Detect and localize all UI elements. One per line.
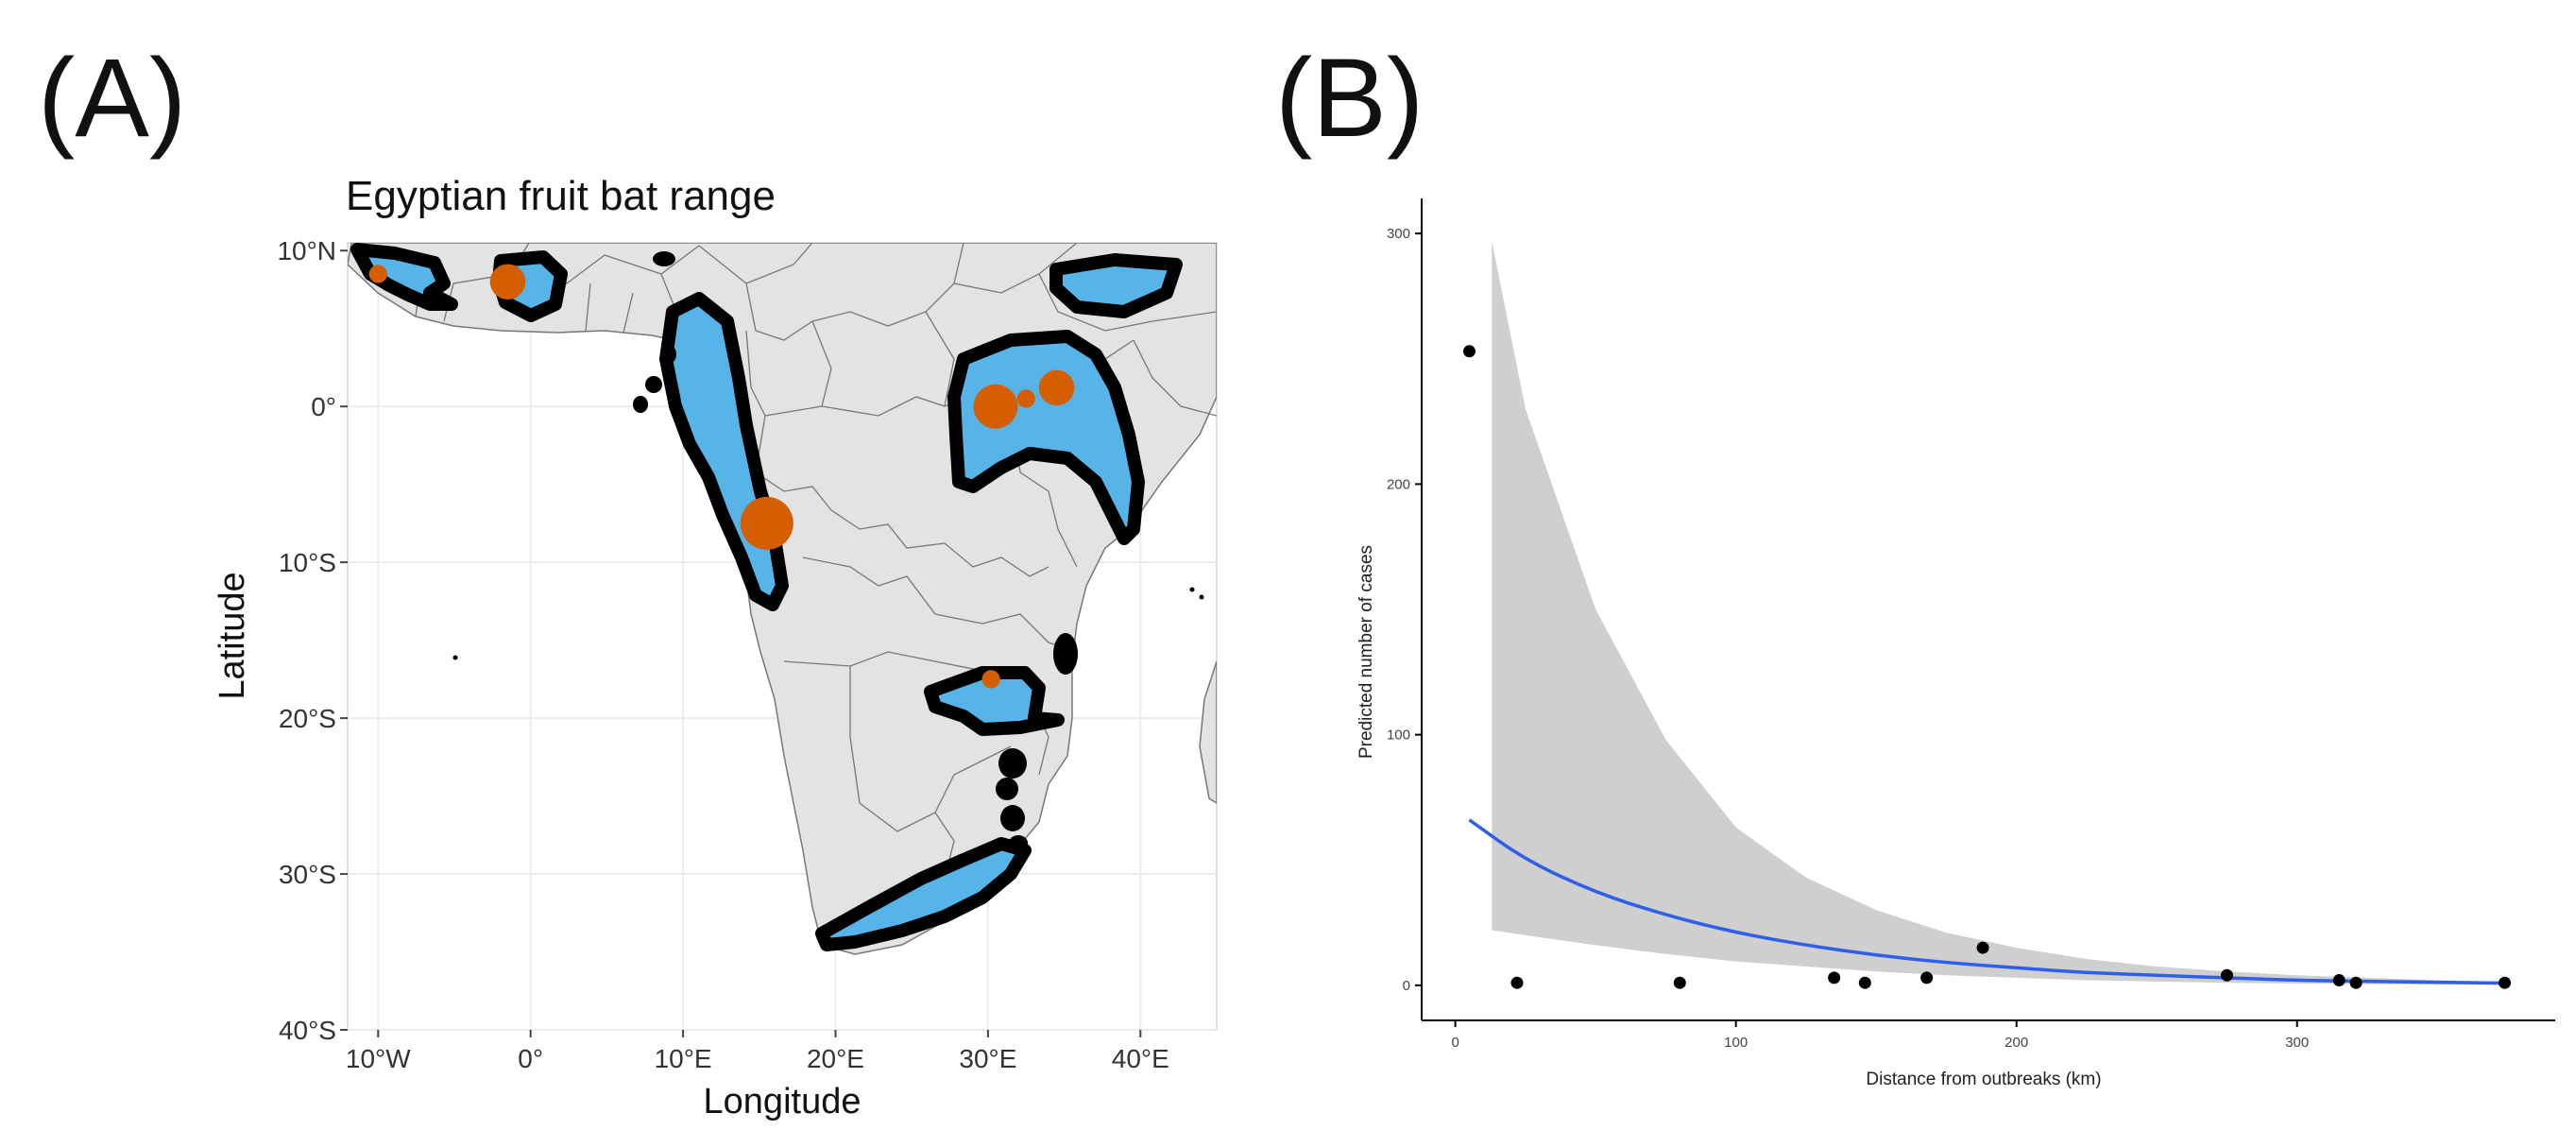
map-y-tick-label: 10°N [277,236,336,265]
range-fragments [452,251,1204,850]
range-south-africa [815,837,1032,951]
data-point [1920,971,1934,984]
panel-label-a: (A) [38,36,187,161]
outbreak-point [1038,369,1075,406]
chart-x-tick-label: 0 [1451,1035,1459,1051]
chart-x-tick-label: 100 [1724,1035,1748,1051]
data-point [1510,976,1524,989]
chart-y-tick-label: 0 [1403,978,1410,994]
map-y-tick-label: 40°S [279,1016,336,1045]
chart-axes: 0 100 200 300 0 100 200 300 [1387,198,2555,1051]
data-point [2349,976,2363,989]
map-y-tick-label: 0° [311,392,336,421]
data-point [2332,974,2346,987]
chart-y-tick-label: 200 [1387,476,1410,492]
observed-points [1462,345,2512,989]
data-point [1673,976,1686,989]
confidence-band-area [1492,241,2505,985]
map-x-tick-label: 10°E [655,1044,712,1073]
chart-x-tick-label: 300 [2285,1035,2309,1051]
outbreak-point [973,384,1018,429]
map-x-tick-label: 40°E [1112,1044,1169,1073]
map-y-tick-label: 10°S [279,548,336,577]
map-x-axis-label: Longitude [704,1082,862,1121]
map-x-tick-label: 0° [518,1044,543,1073]
fit-line [1468,818,2505,985]
outbreak-point [740,496,793,550]
chart-y-tick-label: 100 [1387,728,1410,744]
panel-label-b: (B) [1275,36,1424,161]
map-x-tick-label: 30°E [959,1044,1016,1073]
chart-x-tick-label: 200 [2005,1035,2028,1051]
outbreak-point [981,670,1000,689]
chart-panel: 0 100 200 300 0 100 200 300 Distance from outbr… [1356,198,2555,1089]
fit-curve [1468,818,2505,985]
data-point [1976,941,1989,954]
range-horn [1049,253,1183,318]
confidence-band [1492,241,2505,985]
map-layers [348,243,1217,955]
outbreak-points [368,264,1075,689]
data-point [2499,976,2512,989]
chart-x-axis-label: Distance from outbreaks (km) [1866,1070,2101,1089]
data-point [1828,971,1841,984]
chart-y-tick-label: 300 [1387,226,1410,242]
outbreak-point [368,265,387,283]
range-zambezi [924,666,1065,736]
chart-y-axis-label: Predicted number of cases [1356,545,1376,759]
madagascar-landmass [1199,660,1217,804]
map-y-axis-label: Latitude [213,572,252,699]
map-panel: Egyptian fruit bat range [213,173,1218,1121]
data-point [1858,976,1871,989]
outbreak-point [1016,389,1035,408]
map-x-tick-label: 10°W [346,1044,411,1073]
data-point [2220,968,2233,982]
outbreak-point [489,264,526,300]
data-point [1462,345,1476,358]
map-axes: 10°W 0° 10°E 20°E 30°E 40°E 10°N 0° 10°S 20°S 30°S… [277,236,1169,1073]
map-y-tick-label: 30°S [279,860,336,889]
map-title: Egyptian fruit bat range [346,173,776,219]
map-x-tick-label: 20°E [807,1044,864,1073]
map-y-tick-label: 20°S [279,704,336,733]
